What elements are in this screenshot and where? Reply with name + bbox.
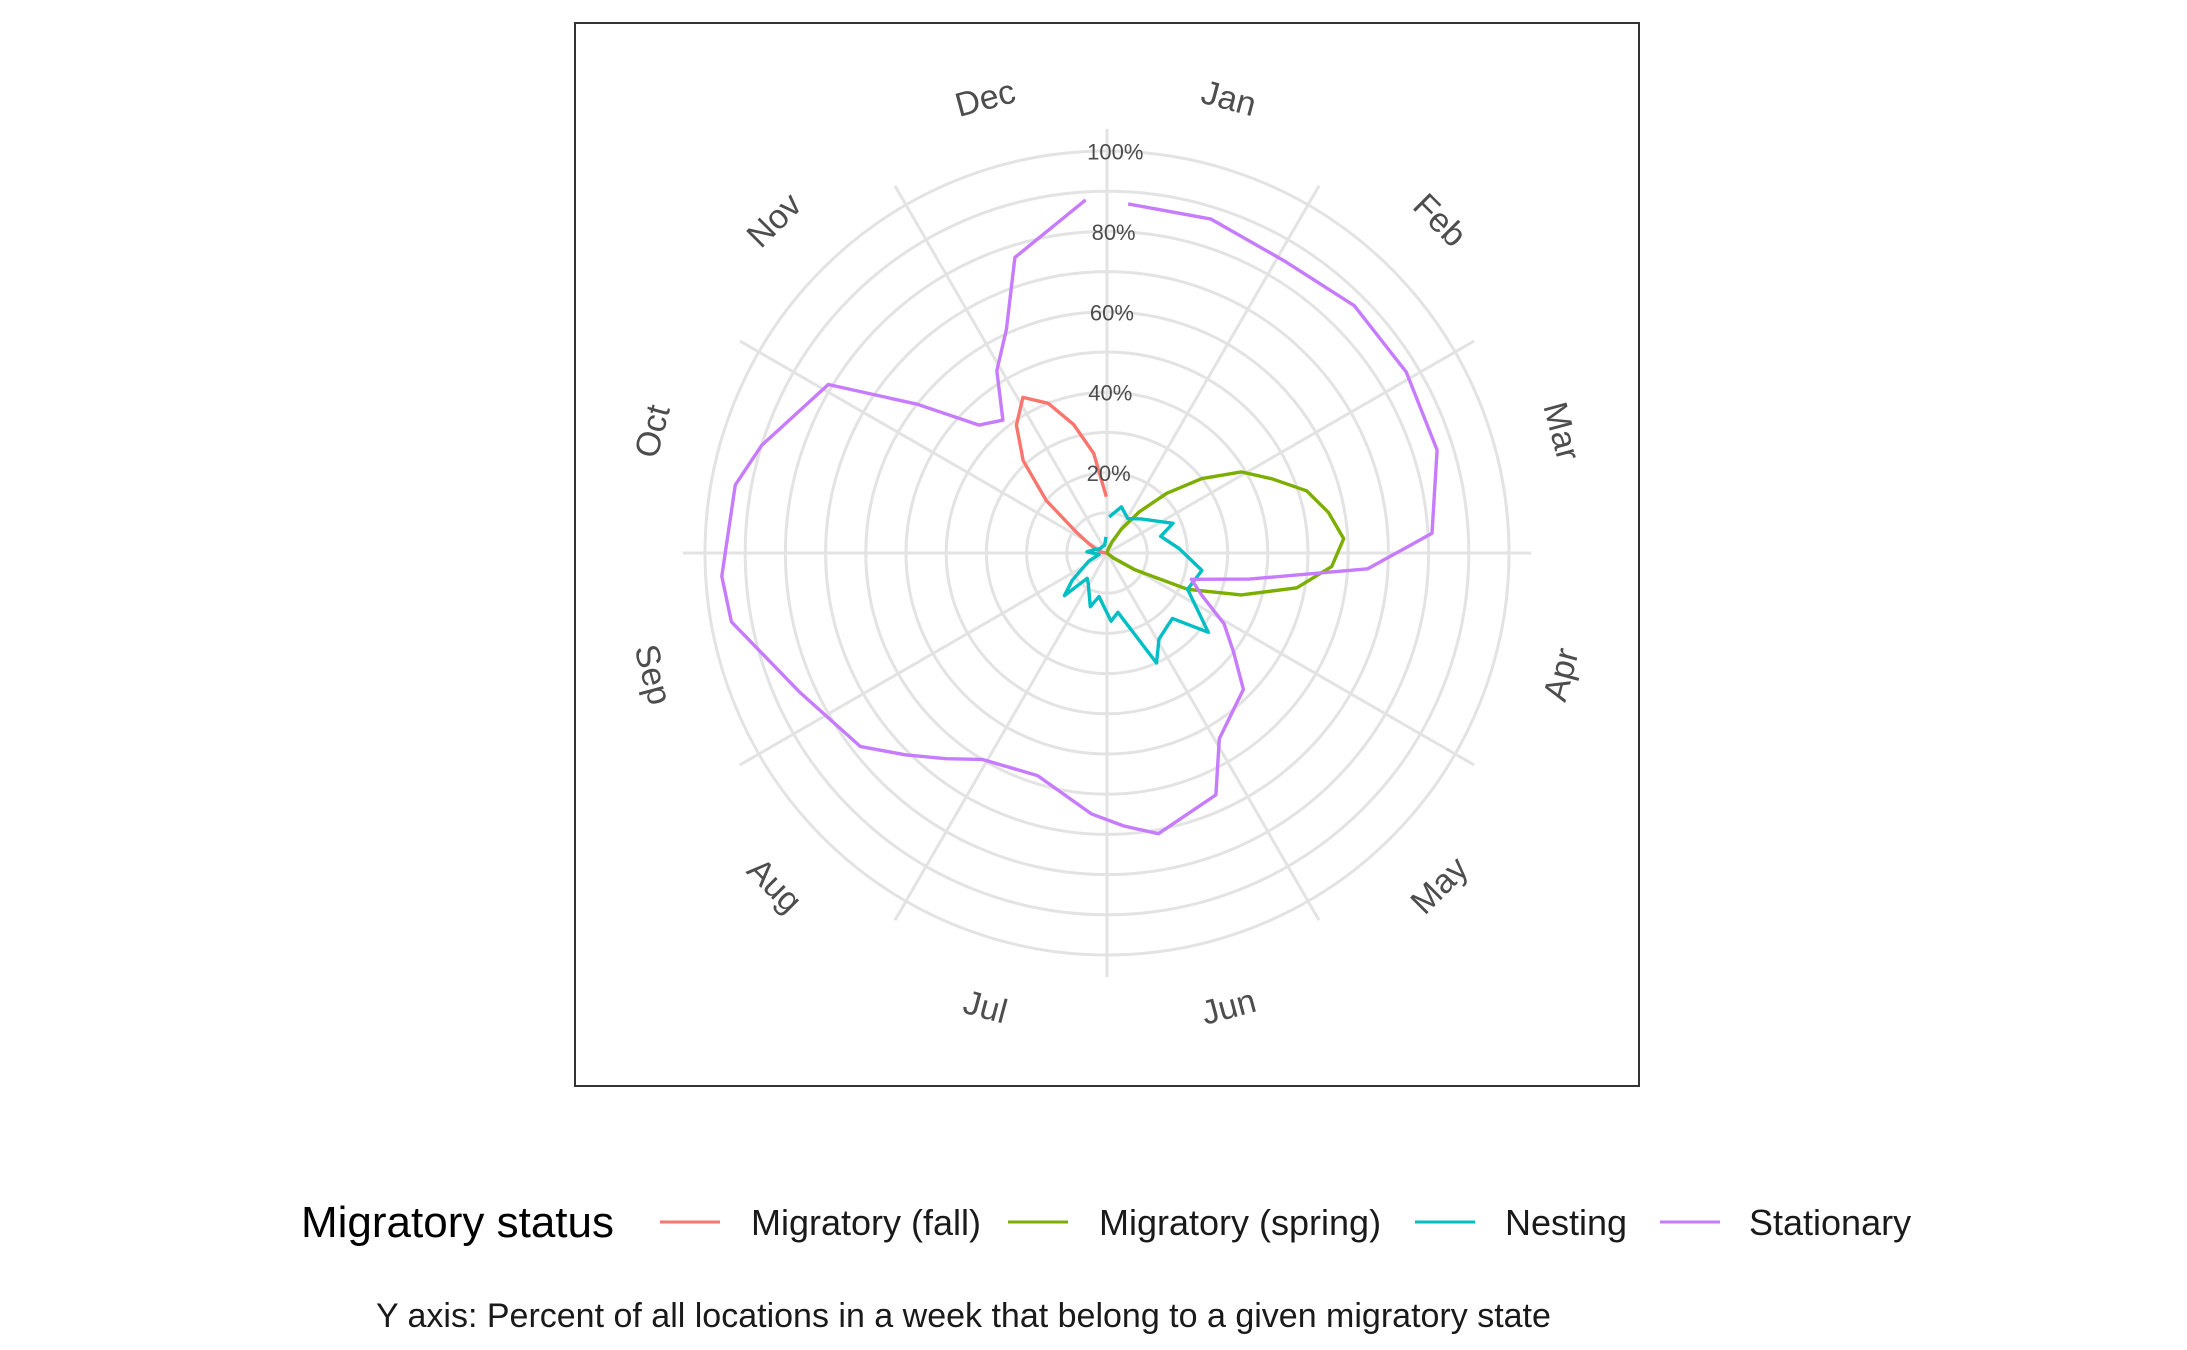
month-label-oct: Oct — [627, 400, 678, 461]
legend-label-migratory-fall: Migratory (fall) — [751, 1202, 981, 1243]
grid-spoke — [893, 184, 1109, 554]
month-label-sep: Sep — [626, 641, 678, 709]
r-tick-label: 40% — [1088, 381, 1132, 406]
legend: Migratory status Migratory (fall) Migrat… — [301, 1198, 1911, 1247]
month-label-feb: Feb — [1405, 186, 1473, 254]
legend-label-nesting: Nesting — [1505, 1202, 1627, 1243]
grid-spoke — [738, 551, 1108, 767]
legend-label-stationary: Stationary — [1749, 1202, 1911, 1243]
r-tick-label: 60% — [1090, 300, 1134, 325]
grid-spoke — [1105, 184, 1321, 554]
series-line-stationary — [720, 198, 1439, 836]
legend-label-migratory-spring: Migratory (spring) — [1099, 1202, 1381, 1243]
month-label-jul: Jul — [959, 983, 1011, 1031]
polar-grid — [682, 128, 1532, 978]
month-label-dec: Dec — [951, 73, 1019, 125]
r-tick-label: 80% — [1092, 220, 1136, 245]
month-label-mar: Mar — [1535, 398, 1587, 464]
r-tick-label: 100% — [1087, 140, 1143, 165]
month-label-jan: Jan — [1197, 73, 1260, 124]
grid-spoke — [1105, 552, 1321, 922]
r-tick-label: 20% — [1087, 461, 1131, 486]
panel-border — [574, 22, 1640, 1087]
month-label-jun: Jun — [1197, 982, 1260, 1033]
caption: Y axis: Percent of all locations in a we… — [376, 1297, 1551, 1335]
series-line-migratory-fall — [1014, 395, 1108, 555]
grid-spoke — [1106, 551, 1476, 767]
grid-spoke — [893, 552, 1109, 922]
legend-title: Migratory status — [301, 1198, 614, 1247]
month-label-apr: Apr — [1536, 644, 1586, 705]
month-label-may: May — [1403, 849, 1475, 921]
series-lines — [720, 198, 1439, 836]
grid-spoke — [738, 339, 1108, 555]
series-line-nesting — [1062, 505, 1210, 665]
month-label-nov: Nov — [740, 186, 810, 256]
grid-spoke — [1106, 339, 1476, 555]
month-label-aug: Aug — [740, 851, 810, 921]
